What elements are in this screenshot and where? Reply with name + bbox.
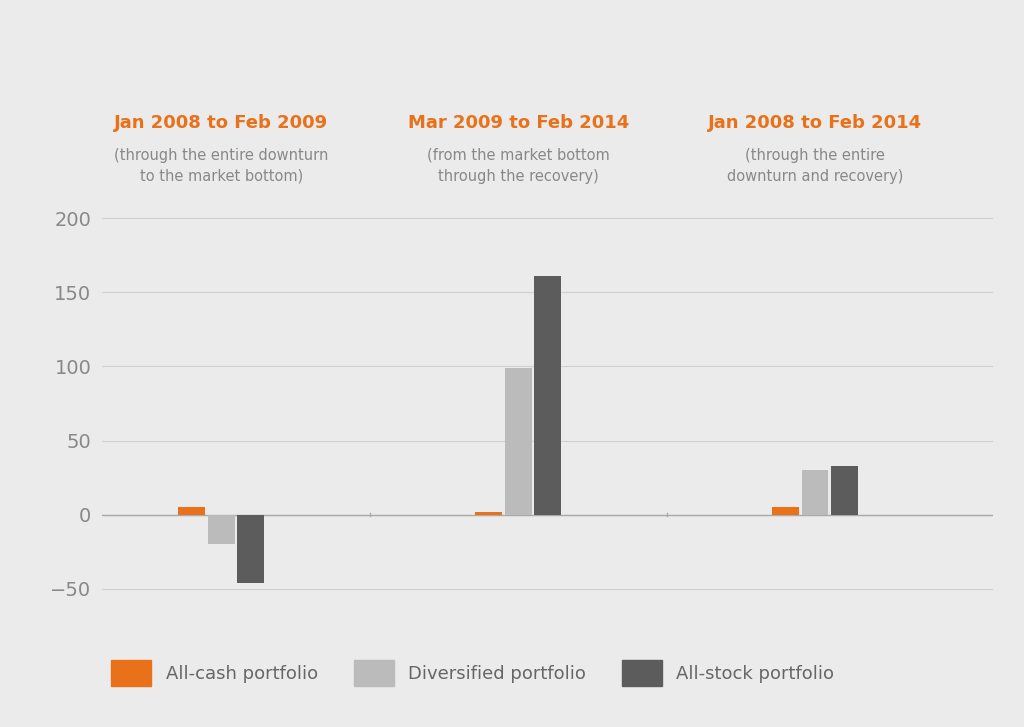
Text: Jan 2008 to Feb 2009: Jan 2008 to Feb 2009 bbox=[114, 113, 329, 132]
Bar bbox=[208, 515, 234, 545]
Text: (from the market bottom
through the recovery): (from the market bottom through the reco… bbox=[427, 148, 609, 184]
Text: (through the entire
downturn and recovery): (through the entire downturn and recover… bbox=[727, 148, 903, 184]
Bar bbox=[831, 466, 858, 515]
Text: Mar 2009 to Feb 2014: Mar 2009 to Feb 2014 bbox=[408, 113, 629, 132]
Bar bbox=[238, 515, 264, 582]
Bar bbox=[475, 512, 502, 515]
Text: Jan 2008 to Feb 2014: Jan 2008 to Feb 2014 bbox=[708, 113, 923, 132]
Bar bbox=[802, 470, 828, 515]
Text: (through the entire downturn
to the market bottom): (through the entire downturn to the mark… bbox=[114, 148, 329, 184]
Bar bbox=[505, 368, 531, 515]
Bar bbox=[535, 276, 561, 515]
Bar bbox=[772, 507, 799, 515]
Legend: All-cash portfolio, Diversified portfolio, All-stock portfolio: All-cash portfolio, Diversified portfoli… bbox=[112, 660, 835, 686]
Bar bbox=[178, 507, 205, 515]
